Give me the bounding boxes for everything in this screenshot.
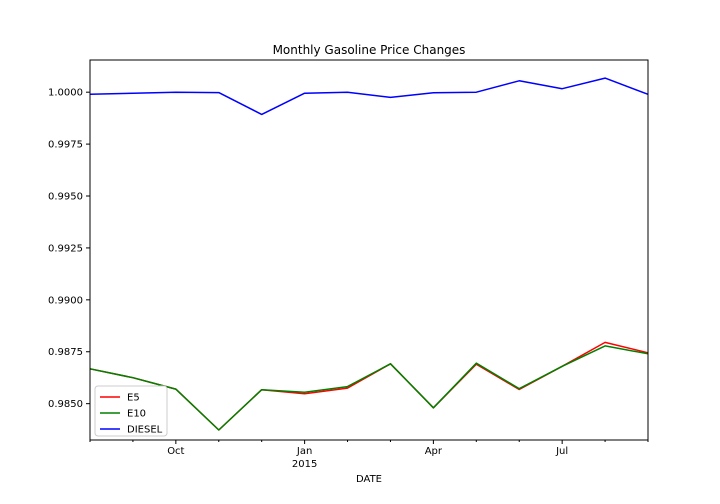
x-tick-label: Apr (425, 446, 443, 457)
plot-frame (89, 59, 649, 441)
y-tick-label: 0.9950 (48, 192, 83, 203)
legend-label: E10 (127, 409, 146, 420)
y-axis: 0.9850 0.9875 0.9900 0.9925 0.9950 0.9975 1.00… (48, 88, 90, 410)
x-axis: Oct Jan 2015 Apr Jul (89, 440, 649, 470)
y-tick-label: 0.9900 (48, 295, 83, 306)
chart-title: Monthly Gasoline Price Changes (273, 43, 466, 57)
y-tick-label: 0.9925 (48, 243, 83, 254)
y-tick-label: 0.9975 (48, 140, 83, 151)
x-tick-label: Jan (296, 446, 312, 457)
legend: E5 E10 DIESEL (94, 385, 168, 437)
series-line-diesel (89, 77, 649, 116)
y-tick-label: 0.9875 (48, 347, 83, 358)
x-tick-sublabel: 2015 (292, 459, 317, 470)
x-axis-label: DATE (356, 474, 382, 485)
series-line-e10 (89, 345, 649, 431)
plot-area (90, 60, 648, 440)
x-tick-label: Oct (167, 446, 184, 457)
legend-label: E5 (127, 393, 140, 404)
y-tick-label: 1.0000 (48, 88, 83, 99)
legend-label: DIESEL (127, 425, 163, 436)
x-tick-label: Jul (555, 446, 568, 457)
legend-box (94, 385, 168, 437)
series-lines (89, 77, 649, 431)
y-tick-label: 0.9850 (48, 399, 83, 410)
